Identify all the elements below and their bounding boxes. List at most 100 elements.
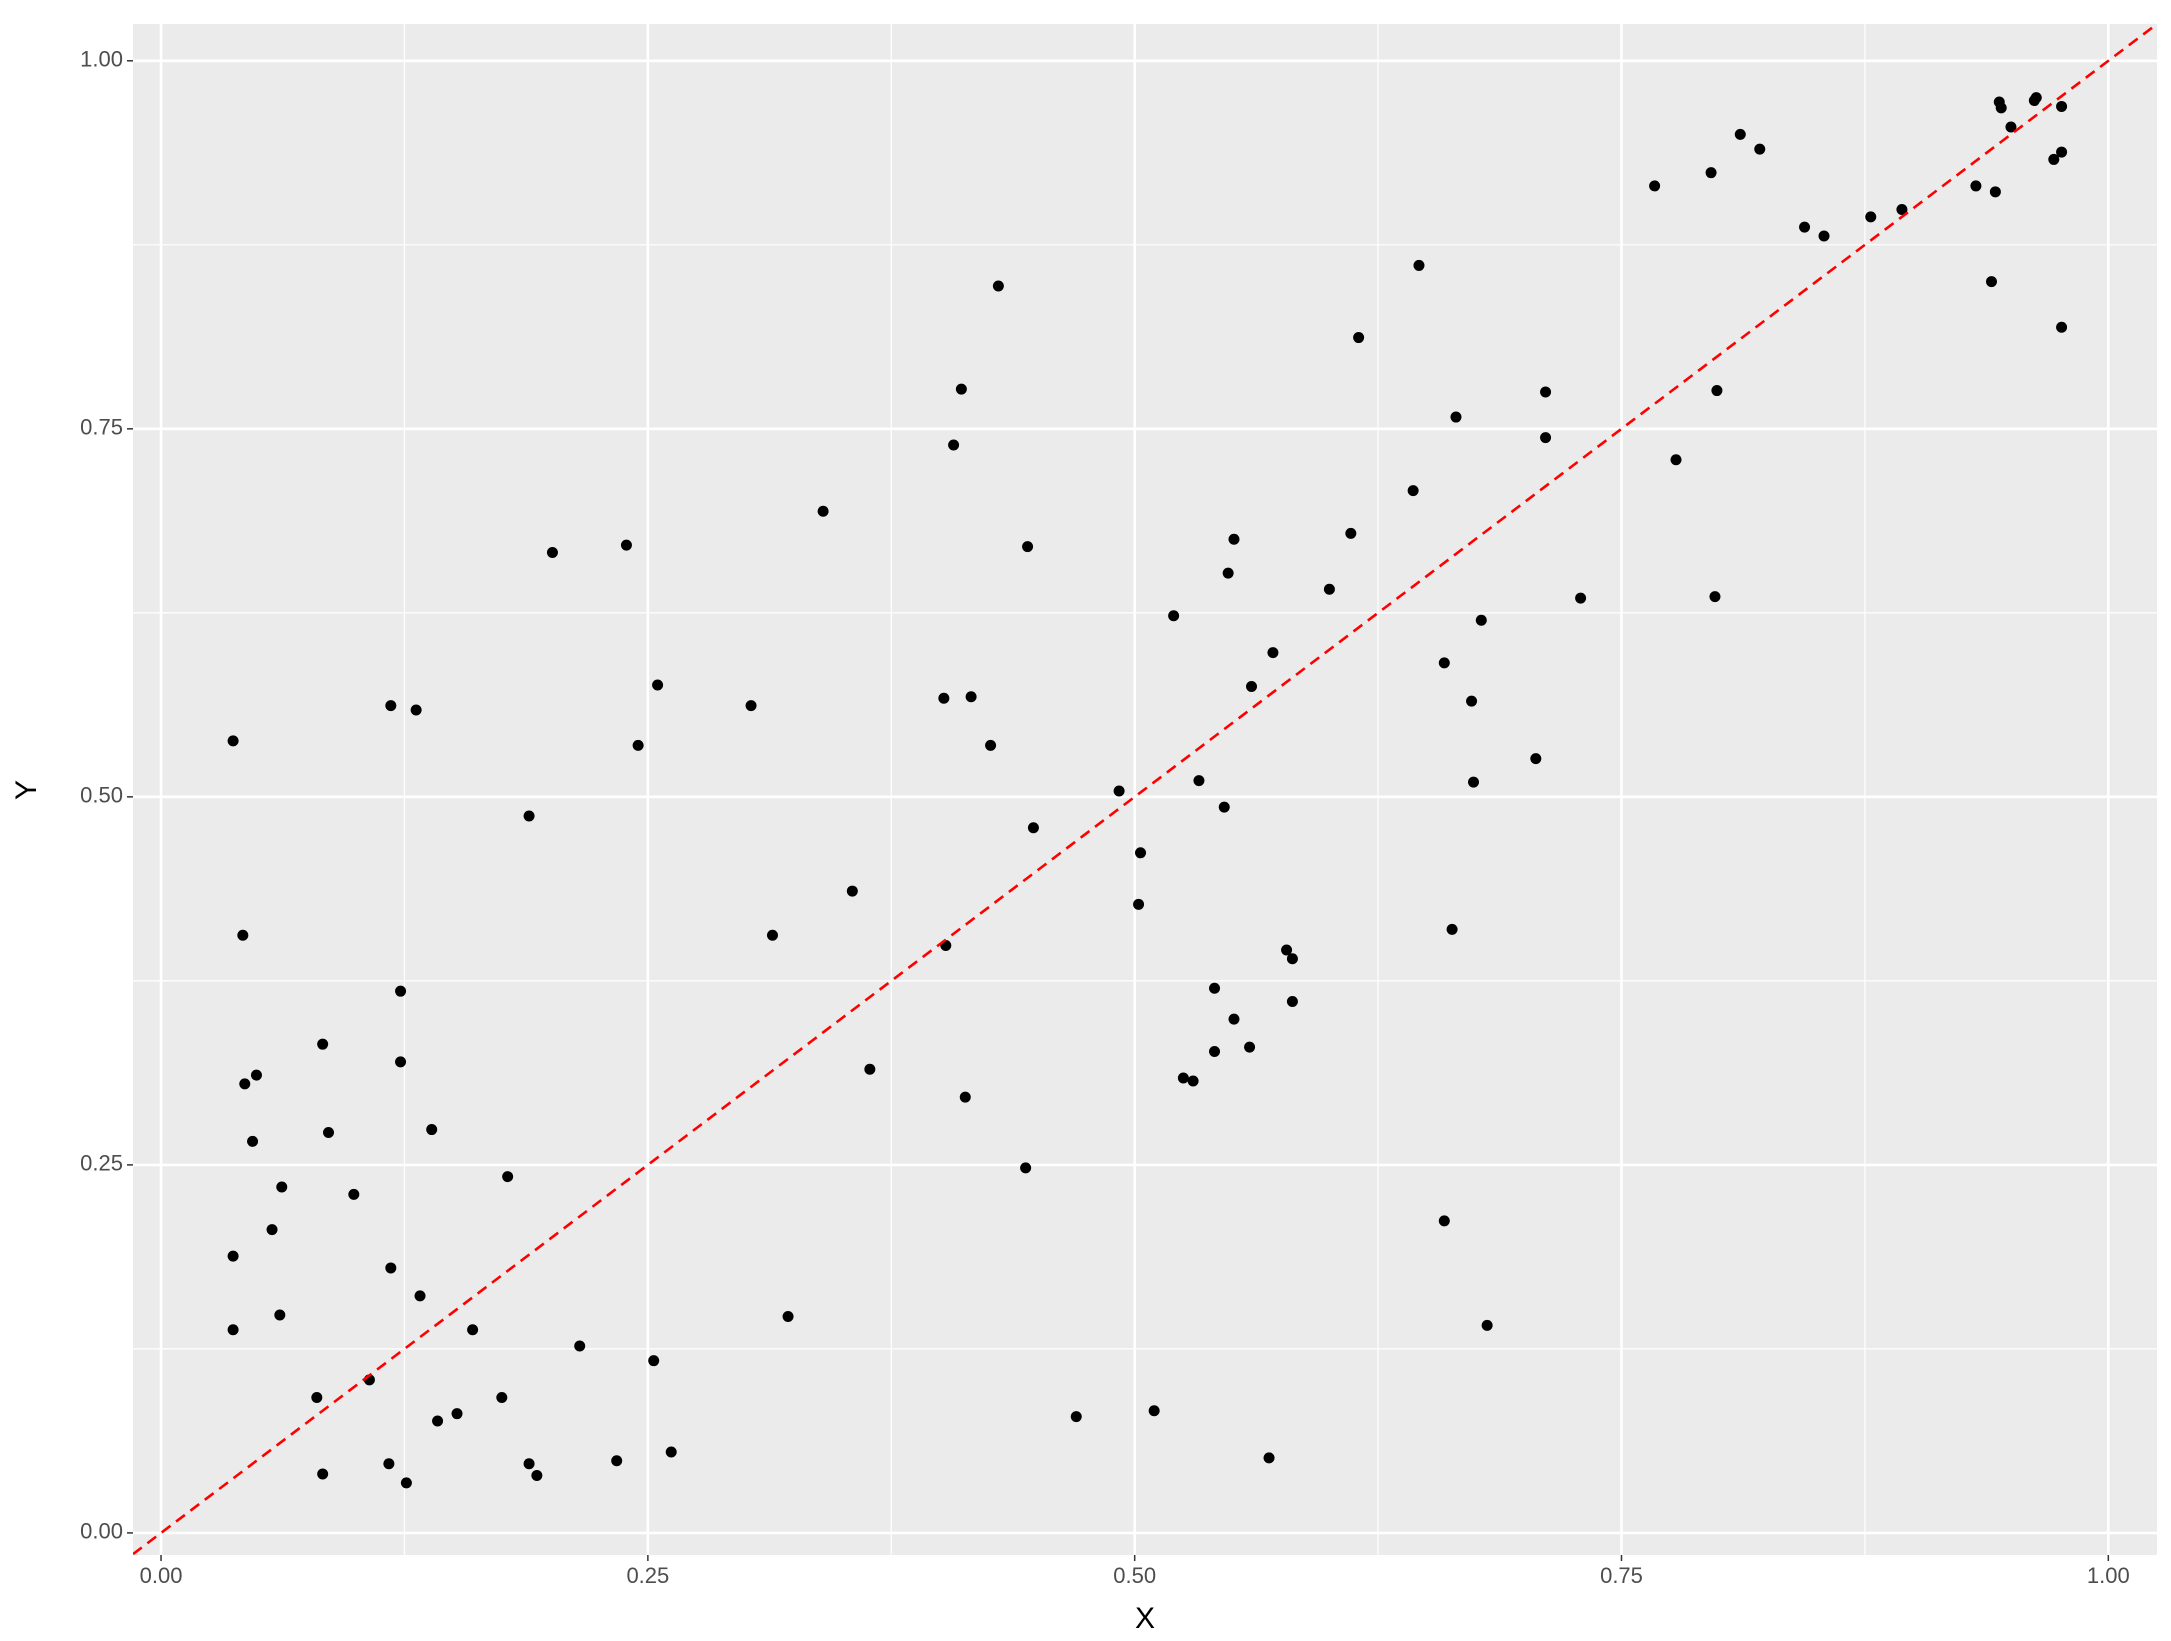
point [1353,332,1365,344]
point [1709,591,1721,603]
point [1218,801,1230,813]
point [782,1311,794,1323]
x-tick-label: 0.25 [626,1563,669,1588]
point [955,383,967,395]
point [1323,583,1335,595]
point [574,1340,586,1352]
point [227,1250,239,1262]
point [1896,203,1908,215]
point [414,1290,426,1302]
point [239,1078,251,1090]
point [1148,1405,1160,1417]
point [864,1063,876,1075]
point [1865,211,1877,223]
point [1670,454,1682,466]
point [985,739,997,751]
point [648,1355,660,1367]
point [1281,944,1293,956]
point [1263,1452,1275,1464]
point [1466,695,1478,707]
point [652,679,664,691]
point [1228,1013,1240,1025]
point [523,810,535,822]
y-tick-label: 0.00 [80,1519,123,1544]
point [1530,753,1542,765]
point [247,1135,259,1147]
point [1113,785,1125,797]
point [432,1415,444,1427]
point [237,929,249,941]
point [1193,775,1205,787]
y-tick-label: 0.25 [80,1151,123,1176]
point [250,1069,262,1081]
x-tick-label: 0.50 [1113,1563,1156,1588]
point [451,1408,463,1420]
point [1540,386,1552,398]
point [2005,121,2017,133]
point [1286,953,1298,965]
point [426,1124,438,1136]
point [1187,1075,1199,1087]
point [1345,527,1357,539]
point [2056,100,2068,112]
point [1020,1162,1032,1174]
y-tick-label: 1.00 [80,47,123,72]
y-tick-label: 0.50 [80,783,123,808]
point [611,1455,623,1467]
point [1246,680,1258,692]
point [1267,647,1279,659]
point [1222,567,1234,579]
point [274,1309,286,1321]
point [817,505,829,517]
point [959,1091,971,1103]
point [1475,614,1487,626]
point [1711,385,1723,397]
point [523,1458,535,1470]
point [496,1391,508,1403]
point [1228,533,1240,545]
point [1468,776,1480,788]
point [467,1324,479,1336]
point [938,692,950,704]
point [1286,995,1298,1007]
point [1413,259,1425,271]
y-tick-label: 0.75 [80,415,123,440]
point [1027,822,1039,834]
point [745,700,757,712]
reference-line [133,24,2157,1555]
point [1438,657,1450,669]
point [1799,221,1811,233]
point [276,1181,288,1193]
point [1407,485,1419,497]
point [227,735,239,747]
point [632,739,644,751]
point [620,539,632,551]
point [266,1224,278,1236]
point [1209,1046,1221,1058]
point [383,1458,395,1470]
point [1450,411,1462,423]
point [317,1038,329,1050]
point [992,280,1004,292]
point [1133,898,1145,910]
point [400,1477,412,1489]
point [1995,102,2007,114]
point [1575,592,1587,604]
x-tick-label: 1.00 [2087,1563,2130,1588]
point [1970,180,1982,192]
point [531,1470,543,1482]
point [311,1391,323,1403]
point [546,546,558,558]
point [665,1446,677,1458]
point [1705,167,1717,179]
point [1481,1319,1493,1331]
point [2056,146,2068,158]
point [1177,1072,1189,1084]
point [1209,982,1221,994]
point [385,1262,397,1274]
point [1540,432,1552,444]
point [227,1324,239,1336]
x-tick-label: 0.75 [1600,1563,1643,1588]
point [1818,230,1830,242]
